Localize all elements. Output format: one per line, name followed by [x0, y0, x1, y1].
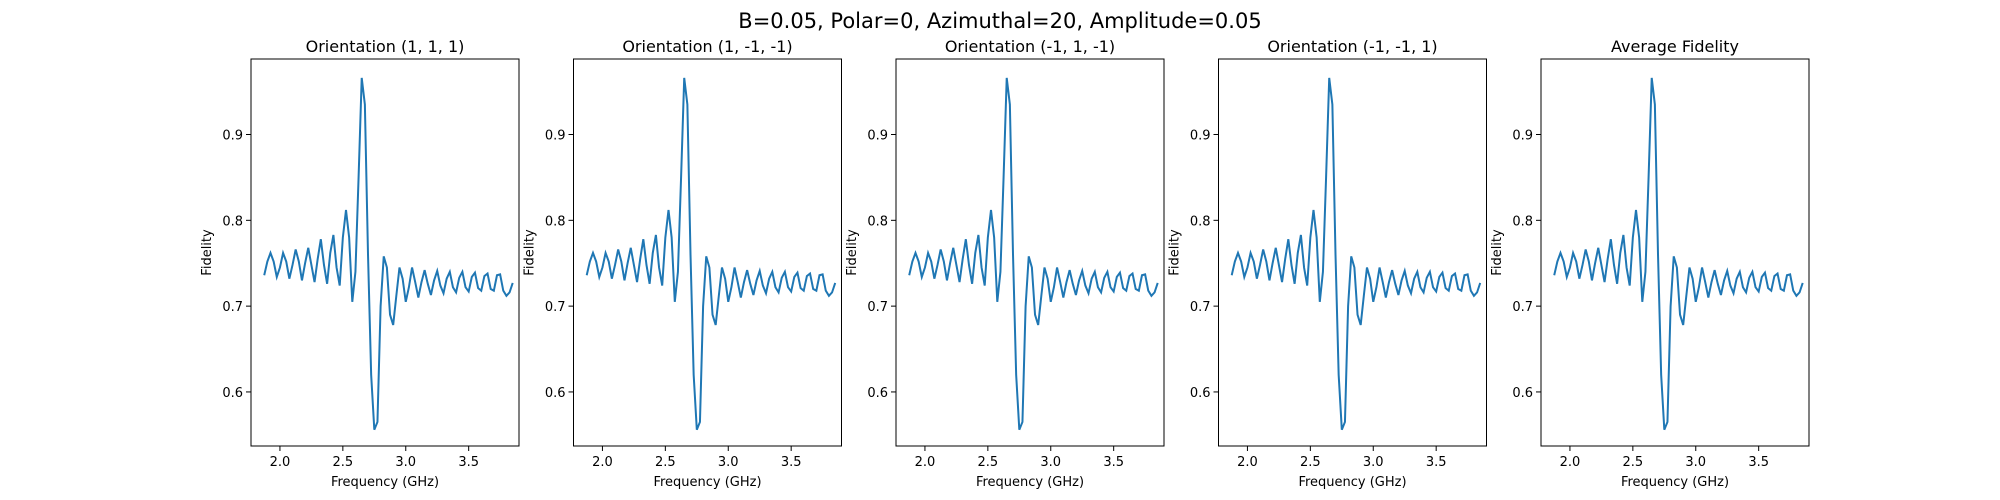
y-tick-label: 0.7: [222, 300, 243, 315]
y-tick-label: 0.8: [1512, 214, 1533, 229]
y-tick-label: 0.9: [1512, 129, 1533, 144]
subplot-title: Orientation (1, -1, -1): [622, 37, 792, 56]
data-line: [908, 77, 1159, 431]
x-tick-label: 2.0: [270, 455, 291, 470]
x-tick-label: 2.5: [978, 455, 999, 470]
y-tick-label: 0.7: [867, 300, 888, 315]
x-tick-label: 3.0: [1363, 455, 1384, 470]
x-tick-label: 2.0: [592, 455, 613, 470]
y-axis-label: Fidelity: [523, 229, 538, 276]
data-line: [1230, 77, 1482, 431]
x-tick-label: 2.5: [1300, 455, 1321, 470]
axes-frame: [573, 58, 842, 447]
axes-frame: [895, 58, 1165, 447]
x-axis-label: Frequency (GHz): [653, 475, 761, 490]
x-tick-label: 3.5: [1103, 455, 1124, 470]
subplot-title: Average Fidelity: [1611, 37, 1739, 56]
y-axis-label: Fidelity: [845, 229, 860, 276]
data-line: [1553, 77, 1804, 431]
x-tick-label: 3.0: [395, 455, 416, 470]
y-tick-label: 0.8: [867, 214, 888, 229]
y-tick-label: 0.8: [1190, 214, 1211, 229]
x-tick-label: 3.5: [1748, 455, 1769, 470]
x-tick-label: 2.0: [1237, 455, 1258, 470]
y-tick-label: 0.6: [1190, 386, 1211, 401]
y-tick-label: 0.7: [545, 300, 566, 315]
axes-frame: [1540, 58, 1810, 447]
data-line: [585, 77, 837, 431]
x-axis-label: Frequency (GHz): [1298, 475, 1406, 490]
y-axis-label: Fidelity: [1490, 229, 1505, 276]
x-axis-label: Frequency (GHz): [976, 475, 1084, 490]
y-tick-label: 0.9: [1190, 129, 1211, 144]
y-tick-label: 0.6: [1512, 386, 1533, 401]
y-tick-label: 0.9: [545, 129, 566, 144]
x-tick-label: 2.5: [1623, 455, 1644, 470]
y-tick-label: 0.7: [1190, 300, 1211, 315]
y-tick-label: 0.9: [867, 129, 888, 144]
y-tick-label: 0.8: [545, 214, 566, 229]
y-tick-label: 0.9: [222, 129, 243, 144]
figure-title: B=0.05, Polar=0, Azimuthal=20, Amplitude…: [738, 9, 1261, 33]
subplot-title: Orientation (1, 1, 1): [306, 37, 465, 56]
x-axis-label: Frequency (GHz): [1621, 475, 1729, 490]
y-tick-label: 0.7: [1512, 300, 1533, 315]
y-tick-label: 0.8: [222, 214, 243, 229]
x-tick-label: 3.0: [1040, 455, 1061, 470]
subplot-title: Orientation (-1, -1, 1): [1267, 37, 1437, 56]
x-tick-label: 3.5: [458, 455, 479, 470]
x-axis-label: Frequency (GHz): [331, 475, 439, 490]
x-tick-label: 2.5: [333, 455, 354, 470]
y-axis-label: Fidelity: [200, 229, 215, 276]
subplot-title: Orientation (-1, 1, -1): [945, 37, 1115, 56]
x-tick-label: 3.5: [1426, 455, 1447, 470]
x-tick-label: 2.0: [1560, 455, 1581, 470]
x-tick-label: 3.5: [781, 455, 802, 470]
y-tick-label: 0.6: [222, 386, 243, 401]
axes-frame: [1218, 58, 1487, 447]
x-tick-label: 2.5: [655, 455, 676, 470]
y-axis-label: Fidelity: [1168, 229, 1183, 276]
y-tick-label: 0.6: [545, 386, 566, 401]
x-tick-label: 3.0: [1685, 455, 1706, 470]
data-line: [263, 77, 514, 431]
axes-frame: [250, 58, 520, 447]
y-tick-label: 0.6: [867, 386, 888, 401]
x-tick-label: 2.0: [915, 455, 936, 470]
x-tick-label: 3.0: [718, 455, 739, 470]
